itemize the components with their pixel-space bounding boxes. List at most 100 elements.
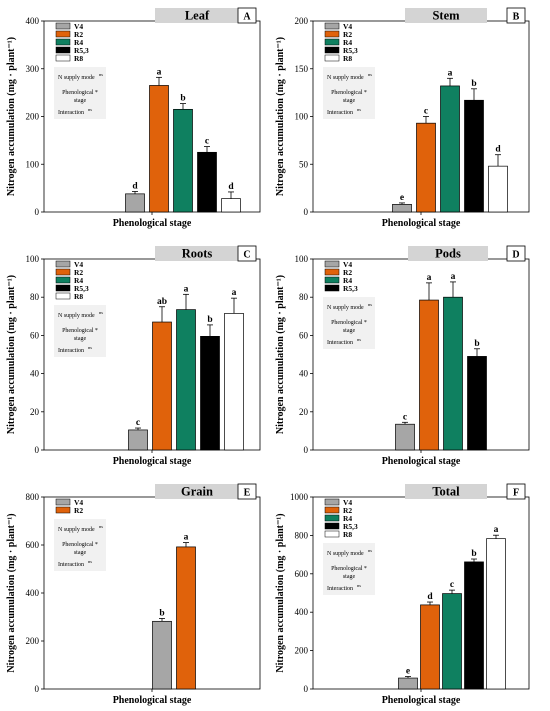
bar-v4	[152, 620, 172, 690]
stats-interaction: Interaction	[327, 110, 353, 116]
y-tick-label: 20	[299, 407, 309, 417]
significance-label: b	[474, 339, 479, 349]
y-tick-label: 600	[295, 569, 309, 579]
legend-swatch	[55, 260, 71, 268]
bar-r5-3	[464, 561, 484, 690]
bar-r5-3	[464, 99, 484, 213]
significance-label: b	[471, 79, 476, 89]
panel-letter-box	[237, 245, 257, 262]
legend-swatch	[324, 506, 340, 514]
significance-label: a	[427, 273, 432, 283]
panel-letter: D	[512, 250, 519, 261]
x-axis-title: Phenological stage	[113, 218, 192, 229]
y-tick-label: 40	[30, 369, 40, 379]
stats-n-supply: N supply mode	[327, 75, 364, 81]
legend-label: R4	[343, 514, 352, 523]
panel-letter: C	[243, 250, 250, 261]
y-tick-label: 80	[299, 292, 309, 302]
bar-r2	[176, 546, 196, 690]
y-tick-label: 40	[299, 369, 309, 379]
bar-v4	[392, 204, 412, 213]
panel-letter-box	[506, 245, 526, 262]
stats-box	[323, 67, 375, 119]
y-axis-title: Nitrogen accumulation (mg · plant⁻¹)	[6, 513, 17, 672]
legend-swatch	[324, 284, 340, 292]
legend-label: R2	[74, 30, 83, 39]
significance-label: d	[132, 181, 138, 191]
chart-panel-stem: 0 50 100 150 200 Phenological stage Nitrogen a…	[275, 7, 530, 229]
bar-r5-3	[197, 151, 217, 213]
y-axis-title: Nitrogen accumulation (mg · plant⁻¹)	[6, 275, 17, 434]
panel-letter-box	[506, 483, 526, 500]
y-tick-label: 400	[295, 607, 309, 617]
stats-box	[54, 67, 106, 119]
legend-swatch	[55, 276, 71, 284]
y-tick-label: 200	[26, 636, 40, 646]
stats-ns-superscript: ns	[99, 310, 103, 315]
significance-label: c	[424, 107, 428, 117]
legend-label: V4	[343, 498, 352, 507]
y-tick-label: 300	[26, 64, 40, 74]
bar-r4	[443, 296, 463, 451]
legend-label: R5,3	[343, 284, 358, 293]
panel-letter-box	[237, 7, 257, 24]
legend-label: R4	[74, 38, 83, 47]
y-axis-title: Nitrogen accumulation (mg · plant⁻¹)	[6, 37, 17, 196]
significance-label: a	[184, 284, 189, 294]
legend-label: R5,3	[343, 46, 358, 55]
y-tick-label: 0	[35, 445, 40, 455]
bar-v4	[398, 677, 418, 690]
chart-panel-leaf: 0 100 200 300 400 Phenological stage Nitrogen …	[6, 7, 261, 229]
bar-v4	[395, 423, 415, 451]
y-tick-label: 150	[295, 64, 309, 74]
stats-n-supply: N supply mode	[58, 527, 95, 533]
stats-ns-superscript: ns	[357, 107, 361, 112]
x-axis-title: Phenological stage	[382, 695, 461, 706]
legend-swatch	[324, 260, 340, 268]
legend-label: R5,3	[343, 522, 358, 531]
legend-swatch	[324, 38, 340, 46]
y-tick-label: 800	[26, 492, 40, 502]
legend-label: V4	[343, 260, 352, 269]
significance-label: e	[400, 193, 404, 203]
y-tick-label: 100	[26, 159, 40, 169]
panel-title: Roots	[182, 247, 213, 261]
panel-title-box	[155, 8, 239, 23]
y-tick-label: 60	[30, 330, 40, 340]
legend-label: R4	[74, 276, 83, 285]
bar-r4	[442, 593, 462, 690]
stats-phenological: Phenological *	[62, 542, 98, 548]
panel-letter: E	[244, 488, 251, 499]
stats-stage: stage	[74, 98, 87, 104]
significance-label: a	[451, 272, 456, 282]
stats-n-supply: N supply mode	[58, 313, 95, 319]
legend-swatch	[324, 54, 340, 62]
stats-phenological: Phenological *	[331, 320, 367, 326]
stats-interaction: Interaction	[327, 586, 353, 592]
y-tick-label: 200	[295, 16, 309, 26]
y-tick-label: 200	[26, 112, 40, 122]
significance-label: d	[427, 592, 433, 602]
y-tick-label: 200	[295, 646, 309, 656]
stats-ns-superscript: ns	[88, 559, 92, 564]
stats-ns-superscript: ns	[368, 548, 372, 553]
legend-swatch	[324, 46, 340, 54]
legend-label: V4	[343, 22, 352, 31]
stats-phenological: Phenological *	[62, 90, 98, 96]
y-tick-label: 0	[304, 445, 309, 455]
stats-stage: stage	[343, 328, 356, 334]
y-tick-label: 0	[304, 684, 309, 694]
y-tick-label: 800	[295, 530, 309, 540]
panel-title-box	[155, 484, 239, 499]
significance-label: d	[495, 145, 501, 155]
significance-label: a	[232, 288, 237, 298]
significance-label: c	[136, 418, 140, 428]
stats-ns-superscript: ns	[357, 583, 361, 588]
stats-interaction: Interaction	[58, 110, 84, 116]
panel-title-box	[405, 484, 487, 499]
bar-r8	[488, 165, 508, 213]
y-axis-title: Nitrogen accumulation (mg · plant⁻¹)	[275, 37, 286, 196]
legend-swatch	[55, 30, 71, 38]
legend-label: R4	[343, 276, 352, 285]
y-tick-label: 100	[295, 112, 309, 122]
